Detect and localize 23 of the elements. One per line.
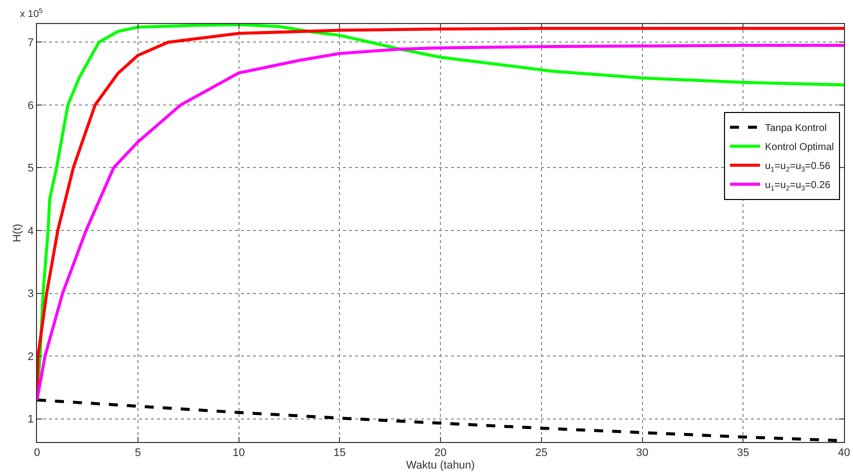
y-tick-label: 6 <box>28 100 34 112</box>
legend-label: u$_{1}$=u$_{2}$=u$_{3}$=0.56 <box>764 161 831 174</box>
y-tick-label: 4 <box>28 225 34 238</box>
x-tick-label: 25 <box>535 447 548 460</box>
x-tick-label: 40 <box>838 447 850 460</box>
x-tick-label: 30 <box>636 447 648 460</box>
text: x 10$^{5}$ <box>20 8 43 20</box>
x-tick-label: 5 <box>134 447 141 460</box>
y-tick-label: 2 <box>28 350 34 363</box>
x-axis-title: Waktu (tahun) <box>406 459 475 472</box>
x-tick-label: 35 <box>737 447 750 460</box>
y-tick-label: 1 <box>28 414 34 426</box>
x-tick-label: 20 <box>434 447 447 460</box>
y-axis-title: H(t) <box>11 224 24 242</box>
x-tick-label: 0 <box>34 447 40 460</box>
y-tick-label: 5 <box>28 162 34 175</box>
legend-label: Tanpa Kontrol <box>764 123 827 134</box>
y-tick-label: 7 <box>28 37 34 50</box>
legend-label: Kontrol Optimal <box>764 142 834 154</box>
y-tick-label: 3 <box>28 288 34 300</box>
x-tick-label: 10 <box>232 447 245 460</box>
x-tick-label: 15 <box>334 447 346 460</box>
legend-label: u$_{1}$=u$_{2}$=u$_{3}$=0.26 <box>764 180 831 192</box>
